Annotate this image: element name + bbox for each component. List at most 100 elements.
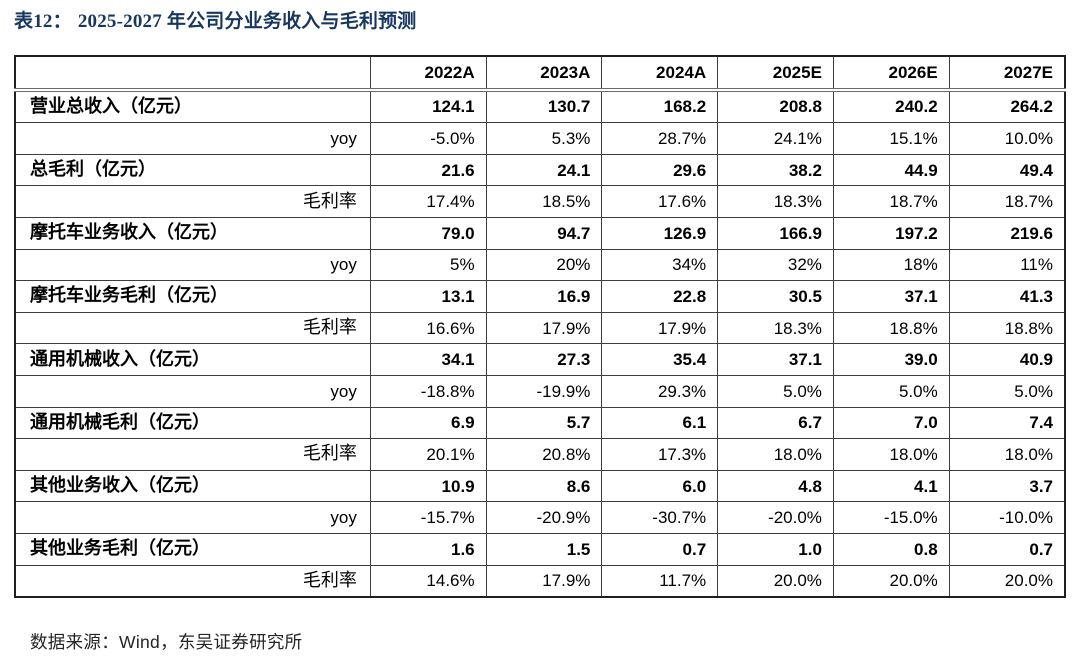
cell-value: 18.3% bbox=[717, 185, 834, 218]
cell-value: 16.6% bbox=[369, 311, 487, 345]
cell-value: 6.7 bbox=[717, 406, 834, 440]
header-cell-2027e: 2027E bbox=[948, 55, 1066, 92]
cell-value: 0.8 bbox=[832, 532, 950, 566]
cell-value: 17.4% bbox=[369, 185, 487, 218]
cell-value: 264.2 bbox=[948, 89, 1066, 124]
cell-value: 11.7% bbox=[601, 564, 719, 598]
header-cell-2024a: 2024A bbox=[601, 55, 719, 92]
cell-value: -19.9% bbox=[485, 374, 603, 408]
row-label: 营业总收入（亿元） bbox=[14, 89, 371, 124]
cell-value: 49.4 bbox=[948, 153, 1066, 187]
row-label: yoy bbox=[14, 501, 371, 534]
cell-value: 126.9 bbox=[601, 216, 719, 250]
table-title-prefix: 表12： bbox=[14, 11, 72, 32]
cell-value: 18.7% bbox=[948, 185, 1066, 218]
cell-value: 20.0% bbox=[832, 564, 950, 598]
row-label: yoy bbox=[14, 248, 371, 282]
header-cell-empty bbox=[14, 55, 371, 92]
header-cell-2025e: 2025E bbox=[717, 55, 834, 92]
table-header-row: 2022A 2023A 2024A 2025E 2026E 2027E bbox=[14, 55, 1066, 92]
table-title: 表12： 2025-2027 年公司分业务收入与毛利预测 bbox=[14, 6, 417, 33]
table-row-motorcycle-profit: 摩托车业务毛利（亿元） 13.1 16.9 22.8 30.5 37.1 41.… bbox=[14, 280, 1066, 313]
row-label: 通用机械毛利（亿元） bbox=[14, 406, 371, 440]
cell-value: 5.3% bbox=[485, 122, 603, 155]
row-label: 毛利率 bbox=[14, 438, 371, 471]
cell-value: 1.5 bbox=[485, 532, 603, 566]
table-title-text: 2025-2027 年公司分业务收入与毛利预测 bbox=[77, 11, 417, 32]
cell-value: 30.5 bbox=[717, 280, 834, 313]
row-label: 通用机械收入（亿元） bbox=[14, 343, 371, 376]
cell-value: -20.0% bbox=[717, 501, 834, 534]
cell-value: 24.1% bbox=[717, 122, 834, 155]
cell-value: 7.0 bbox=[832, 406, 950, 440]
cell-value: 20.1% bbox=[369, 438, 487, 471]
cell-value: 39.0 bbox=[832, 343, 950, 376]
cell-value: 5.0% bbox=[948, 374, 1066, 408]
cell-value: 16.9 bbox=[485, 280, 603, 313]
table-row-other-revenue-yoy: yoy -15.7% -20.9% -30.7% -20.0% -15.0% -… bbox=[14, 501, 1066, 534]
cell-value: 41.3 bbox=[948, 280, 1066, 313]
cell-value: 20.8% bbox=[485, 438, 603, 471]
table-row-machinery-revenue: 通用机械收入（亿元） 34.1 27.3 35.4 37.1 39.0 40.9 bbox=[14, 343, 1066, 376]
cell-value: 17.9% bbox=[485, 311, 603, 345]
cell-value: 34% bbox=[601, 248, 719, 282]
cell-value: 34.1 bbox=[369, 343, 487, 376]
header-cell-2023a: 2023A bbox=[485, 55, 603, 92]
cell-value: 21.6 bbox=[369, 153, 487, 187]
table-row-total-revenue: 营业总收入（亿元） 124.1 130.7 168.2 208.8 240.2 … bbox=[14, 89, 1066, 124]
cell-value: 15.1% bbox=[832, 122, 950, 155]
cell-value: 7.4 bbox=[948, 406, 1066, 440]
cell-value: 18.0% bbox=[948, 438, 1066, 471]
cell-value: 6.1 bbox=[601, 406, 719, 440]
cell-value: 37.1 bbox=[717, 343, 834, 376]
cell-value: 11% bbox=[948, 248, 1066, 282]
cell-value: 1.0 bbox=[717, 532, 834, 566]
cell-value: 24.1 bbox=[485, 153, 603, 187]
row-label: 其他业务收入（亿元） bbox=[14, 469, 371, 503]
row-label: 摩托车业务收入（亿元） bbox=[14, 216, 371, 250]
table-row-other-revenue: 其他业务收入（亿元） 10.9 8.6 6.0 4.8 4.1 3.7 bbox=[14, 469, 1066, 503]
row-label: yoy bbox=[14, 374, 371, 408]
table-row-gross-margin: 毛利率 17.4% 18.5% 17.6% 18.3% 18.7% 18.7% bbox=[14, 185, 1066, 218]
cell-value: 32% bbox=[717, 248, 834, 282]
cell-value: 6.0 bbox=[601, 469, 719, 503]
cell-value: 35.4 bbox=[601, 343, 719, 376]
table-row-machinery-revenue-yoy: yoy -18.8% -19.9% 29.3% 5.0% 5.0% 5.0% bbox=[14, 374, 1066, 408]
cell-value: 18.8% bbox=[832, 311, 950, 345]
cell-value: -30.7% bbox=[601, 501, 719, 534]
cell-value: 4.8 bbox=[717, 469, 834, 503]
row-label: 总毛利（亿元） bbox=[14, 153, 371, 187]
row-label: 毛利率 bbox=[14, 564, 371, 598]
cell-value: 6.9 bbox=[369, 406, 487, 440]
row-label: yoy bbox=[14, 122, 371, 155]
cell-value: 5% bbox=[369, 248, 487, 282]
cell-value: 130.7 bbox=[485, 89, 603, 124]
table-row-total-revenue-yoy: yoy -5.0% 5.3% 28.7% 24.1% 15.1% 10.0% bbox=[14, 122, 1066, 155]
cell-value: 20.0% bbox=[948, 564, 1066, 598]
row-label: 摩托车业务毛利（亿元） bbox=[14, 280, 371, 313]
table-row-other-margin: 毛利率 14.6% 17.9% 11.7% 20.0% 20.0% 20.0% bbox=[14, 564, 1066, 598]
cell-value: 168.2 bbox=[601, 89, 719, 124]
header-cell-2026e: 2026E bbox=[832, 55, 950, 92]
row-label: 其他业务毛利（亿元） bbox=[14, 532, 371, 566]
cell-value: -10.0% bbox=[948, 501, 1066, 534]
cell-value: 17.3% bbox=[601, 438, 719, 471]
cell-value: 20% bbox=[485, 248, 603, 282]
cell-value: 18.7% bbox=[832, 185, 950, 218]
cell-value: 18.0% bbox=[717, 438, 834, 471]
cell-value: -15.0% bbox=[832, 501, 950, 534]
cell-value: 13.1 bbox=[369, 280, 487, 313]
cell-value: 5.0% bbox=[717, 374, 834, 408]
cell-value: 22.8 bbox=[601, 280, 719, 313]
cell-value: 5.0% bbox=[832, 374, 950, 408]
cell-value: 37.1 bbox=[832, 280, 950, 313]
cell-value: 0.7 bbox=[601, 532, 719, 566]
table-row-other-profit: 其他业务毛利（亿元） 1.6 1.5 0.7 1.0 0.8 0.7 bbox=[14, 532, 1066, 566]
cell-value: 3.7 bbox=[948, 469, 1066, 503]
cell-value: 14.6% bbox=[369, 564, 487, 598]
table-row-motorcycle-margin: 毛利率 16.6% 17.9% 17.9% 18.3% 18.8% 18.8% bbox=[14, 311, 1066, 345]
cell-value: 29.3% bbox=[601, 374, 719, 408]
cell-value: 4.1 bbox=[832, 469, 950, 503]
cell-value: 40.9 bbox=[948, 343, 1066, 376]
